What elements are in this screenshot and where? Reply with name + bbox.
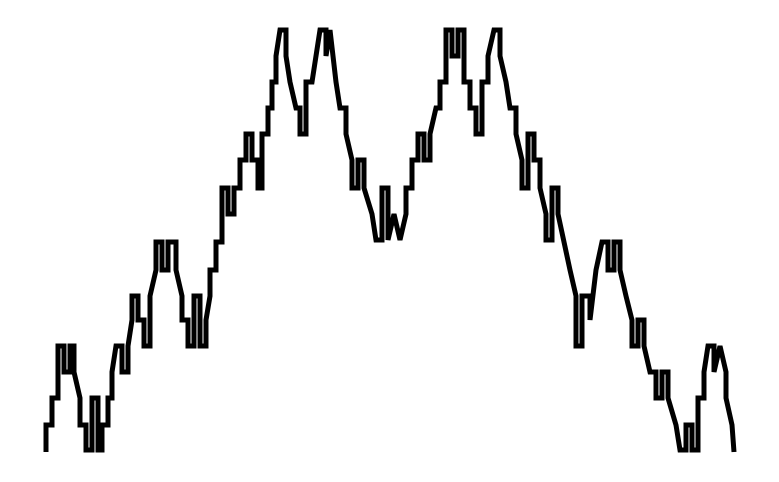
fractal-curve-path: [43, 27, 737, 453]
